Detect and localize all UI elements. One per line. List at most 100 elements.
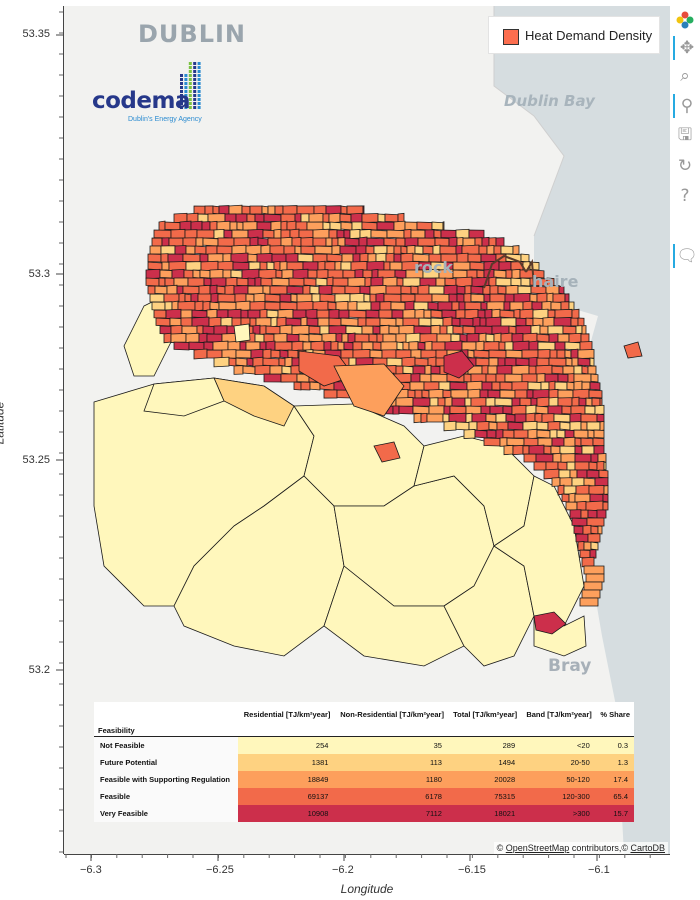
- map-region[interactable]: [344, 237, 360, 247]
- map-region[interactable]: [594, 477, 609, 487]
- map-region[interactable]: [494, 397, 513, 407]
- map-region[interactable]: [573, 429, 589, 439]
- map-region[interactable]: [199, 253, 209, 263]
- map-region[interactable]: [560, 453, 576, 463]
- map-region[interactable]: [468, 421, 478, 431]
- map-region[interactable]: [536, 333, 550, 343]
- map-region[interactable]: [373, 441, 401, 463]
- map-region[interactable]: [297, 253, 314, 263]
- map-region[interactable]: [337, 237, 346, 247]
- map-region[interactable]: [590, 541, 599, 551]
- map-region[interactable]: [379, 324, 390, 336]
- map-region[interactable]: [247, 277, 256, 287]
- map-region[interactable]: [483, 293, 491, 303]
- map-region[interactable]: [400, 245, 408, 255]
- map-region[interactable]: [323, 340, 332, 352]
- map-region[interactable]: [485, 333, 495, 343]
- map-region[interactable]: [451, 301, 460, 311]
- map-legend[interactable]: Heat Demand Density: [488, 16, 660, 54]
- map-region[interactable]: [263, 373, 282, 383]
- map-region[interactable]: [256, 221, 272, 231]
- map-region[interactable]: [265, 325, 281, 335]
- map-region[interactable]: [410, 229, 426, 239]
- map-region[interactable]: [430, 317, 444, 327]
- map-region[interactable]: [213, 228, 225, 240]
- map-region[interactable]: [329, 221, 342, 231]
- map-region[interactable]: [584, 405, 596, 415]
- map-region[interactable]: [241, 268, 260, 280]
- map-region[interactable]: [535, 405, 549, 415]
- map-region[interactable]: [573, 525, 584, 535]
- map-region[interactable]: [319, 325, 330, 335]
- map-region[interactable]: [502, 429, 515, 439]
- map-region[interactable]: [489, 405, 504, 415]
- map-region[interactable]: [203, 277, 212, 287]
- map-region[interactable]: [602, 493, 609, 503]
- map-region[interactable]: [493, 245, 502, 255]
- map-region[interactable]: [233, 365, 244, 375]
- map-region[interactable]: [282, 205, 298, 215]
- map-region[interactable]: [204, 205, 214, 215]
- map-region[interactable]: [369, 349, 383, 359]
- map-region[interactable]: [428, 285, 445, 295]
- map-region[interactable]: [383, 293, 402, 303]
- map-region[interactable]: [487, 389, 501, 399]
- map-region[interactable]: [511, 381, 529, 391]
- map-region[interactable]: [412, 365, 426, 375]
- map-region[interactable]: [280, 220, 288, 232]
- map-region[interactable]: [537, 341, 556, 351]
- map-region[interactable]: [431, 341, 446, 351]
- map-region[interactable]: [308, 213, 324, 223]
- map-region[interactable]: [402, 277, 421, 287]
- map-region[interactable]: [557, 397, 573, 407]
- map-region[interactable]: [216, 245, 233, 255]
- map-region[interactable]: [429, 397, 439, 407]
- map-region[interactable]: [528, 444, 545, 456]
- map-region[interactable]: [263, 213, 282, 223]
- map-region[interactable]: [485, 413, 497, 423]
- map-region[interactable]: [389, 261, 403, 271]
- map-region[interactable]: [402, 365, 414, 375]
- save-icon[interactable]: 🖫: [677, 124, 693, 145]
- map-region[interactable]: [464, 285, 472, 295]
- map-region[interactable]: [442, 413, 450, 423]
- map-region[interactable]: [296, 293, 313, 303]
- map-region[interactable]: [376, 333, 384, 343]
- map-region[interactable]: [523, 437, 539, 447]
- map-region[interactable]: [571, 396, 580, 408]
- map-region[interactable]: [344, 285, 361, 295]
- map-region[interactable]: [160, 245, 176, 255]
- map-region[interactable]: [528, 365, 537, 375]
- map-region[interactable]: [392, 405, 400, 415]
- map-region[interactable]: [588, 389, 603, 399]
- map-region[interactable]: [323, 565, 465, 667]
- map-region[interactable]: [493, 475, 585, 627]
- map-region[interactable]: [362, 205, 365, 215]
- map-region[interactable]: [567, 373, 575, 383]
- map-region[interactable]: [578, 397, 587, 407]
- map-region[interactable]: [372, 341, 382, 351]
- map-region[interactable]: [327, 301, 337, 311]
- map-region[interactable]: [173, 341, 190, 351]
- map-region[interactable]: [279, 301, 298, 311]
- map-region[interactable]: [569, 509, 582, 519]
- map-region[interactable]: [410, 373, 421, 383]
- map-region[interactable]: [561, 493, 570, 503]
- map-region[interactable]: [580, 437, 594, 447]
- map-region[interactable]: [563, 485, 577, 495]
- map-region[interactable]: [366, 237, 385, 247]
- map-region[interactable]: [306, 221, 324, 231]
- map-region[interactable]: [275, 269, 283, 279]
- map-region[interactable]: [586, 421, 601, 431]
- map-region[interactable]: [359, 285, 371, 295]
- map-region[interactable]: [515, 325, 532, 335]
- map-region[interactable]: [396, 341, 404, 351]
- map-region[interactable]: [164, 301, 173, 311]
- map-region[interactable]: [259, 308, 268, 320]
- map-region[interactable]: [430, 309, 443, 319]
- map-region[interactable]: [588, 484, 605, 496]
- map-region[interactable]: [235, 213, 248, 223]
- map-region[interactable]: [158, 277, 166, 287]
- map-region[interactable]: [246, 357, 254, 367]
- map-region[interactable]: [562, 365, 575, 375]
